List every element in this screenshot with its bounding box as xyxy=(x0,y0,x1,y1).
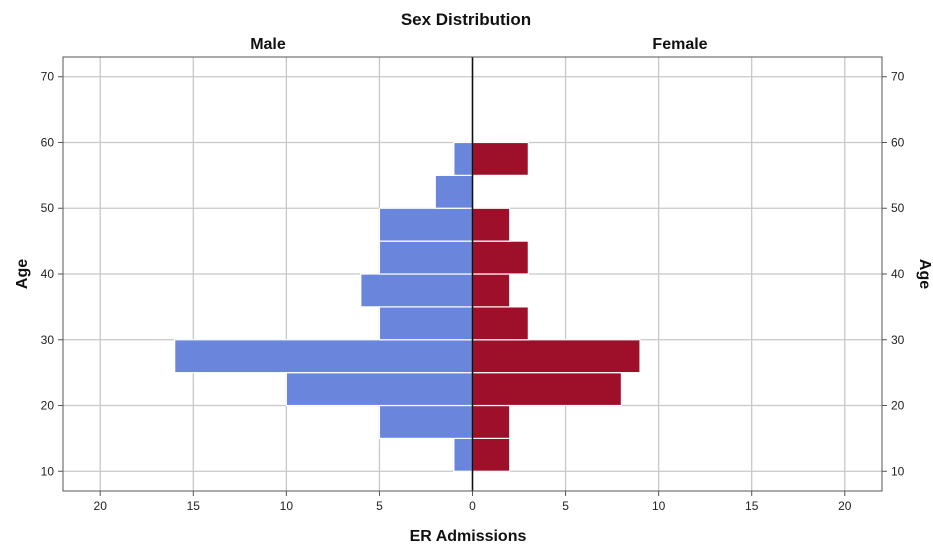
y-tick-label-left: 70 xyxy=(41,70,55,84)
plot-frame xyxy=(62,56,883,492)
male-bar-45-50 xyxy=(378,207,474,242)
male-bar-20-25 xyxy=(285,372,474,407)
y-tick-label-right: 30 xyxy=(891,333,905,347)
male-bar-35-40 xyxy=(360,273,474,308)
x-tick-label: 20 xyxy=(838,499,852,513)
female-bar-20-25 xyxy=(471,372,623,407)
female-bar-45-50 xyxy=(471,207,511,242)
female-bar-25-30 xyxy=(471,339,641,374)
male-bar-30-35 xyxy=(378,306,474,341)
bars-layer xyxy=(174,141,641,472)
x-tick-label: 20 xyxy=(94,499,108,513)
y-axis-label-left: Age xyxy=(14,259,31,289)
y-tick-label-left: 50 xyxy=(41,201,55,215)
y-tick-labels-right: 10 20 30 40 50 60 70 xyxy=(891,70,905,479)
male-bar-25-30 xyxy=(174,339,474,374)
x-tick-label: 10 xyxy=(652,499,666,513)
female-bar-30-35 xyxy=(471,306,529,341)
male-bar-40-45 xyxy=(378,240,474,275)
female-series-label: Female xyxy=(652,36,707,53)
female-bar-55-60 xyxy=(471,141,529,176)
x-tick-label: 0 xyxy=(469,499,476,513)
x-tick-label: 5 xyxy=(376,499,383,513)
male-bar-15-20 xyxy=(378,404,474,439)
female-bar-10-15 xyxy=(471,437,511,472)
x-tick-labels: 20 15 10 5 0 5 10 15 20 xyxy=(94,499,852,513)
y-tick-label-left: 40 xyxy=(41,267,55,281)
y-tick-label-right: 60 xyxy=(891,135,905,149)
y-tick-labels-left: 10 20 30 40 50 60 70 xyxy=(41,70,55,479)
x-tick-label: 15 xyxy=(187,499,201,513)
x-tick-label: 5 xyxy=(562,499,569,513)
y-tick-label-left: 30 xyxy=(41,333,55,347)
x-axis-label: ER Admissions xyxy=(410,528,527,544)
axis-layer xyxy=(58,57,887,496)
female-bar-40-45 xyxy=(471,240,529,275)
male-bar-50-55 xyxy=(434,174,474,209)
male-bar-10-15 xyxy=(453,437,474,472)
y-axis-label-right: Age xyxy=(916,259,933,289)
y-tick-label-right: 40 xyxy=(891,267,905,281)
female-bar-35-40 xyxy=(471,273,511,308)
chart-title: Sex Distribution xyxy=(401,10,531,29)
y-tick-label-right: 20 xyxy=(891,399,905,413)
y-tick-label-left: 60 xyxy=(41,135,55,149)
y-tick-label-left: 10 xyxy=(41,464,55,478)
male-series-label: Male xyxy=(250,36,286,53)
y-tick-label-right: 70 xyxy=(891,70,905,84)
y-tick-label-left: 20 xyxy=(41,399,55,413)
female-bar-15-20 xyxy=(471,404,511,439)
y-tick-label-right: 50 xyxy=(891,201,905,215)
x-tick-label: 15 xyxy=(745,499,759,513)
y-tick-label-right: 10 xyxy=(891,464,905,478)
x-tick-label: 10 xyxy=(280,499,294,513)
male-bar-55-60 xyxy=(453,141,474,176)
